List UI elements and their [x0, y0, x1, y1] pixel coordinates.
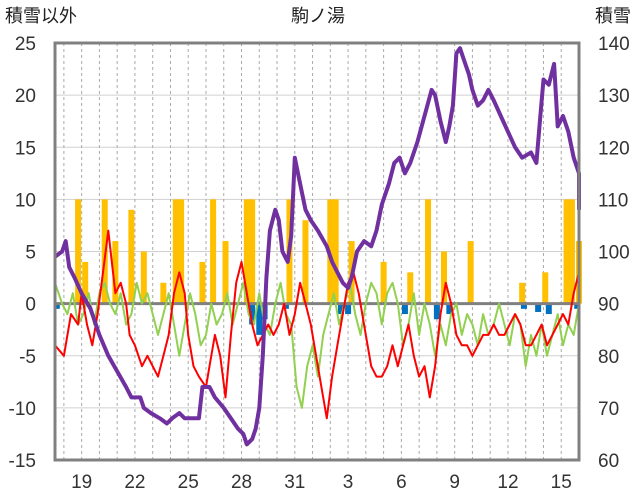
right-tick-label: 130: [598, 86, 630, 107]
bar-mark: [160, 282, 167, 304]
left-tick-label: 0: [25, 295, 36, 316]
bar-mark: [172, 199, 179, 304]
x-tick-label: 25: [178, 472, 199, 493]
bar-mark: [53, 303, 60, 309]
right-axis-label: 積雪: [595, 6, 631, 26]
bar-mark: [441, 251, 448, 304]
x-tick-label: 31: [284, 472, 305, 493]
x-tick-label: 12: [497, 472, 518, 493]
bar-mark: [199, 261, 206, 304]
bar-mark: [332, 199, 339, 304]
bar-mark: [222, 241, 229, 304]
x-tick-label: 19: [71, 472, 92, 493]
left-tick-label: -5: [19, 347, 36, 368]
right-tick-label: 70: [598, 399, 619, 420]
bar-mark: [256, 303, 263, 335]
bar-mark: [302, 220, 309, 304]
right-tick-label: 80: [598, 347, 619, 368]
bar-mark: [178, 199, 185, 304]
bar-mark: [446, 303, 453, 315]
bar-mark: [210, 199, 217, 304]
right-tick-label: 100: [598, 243, 630, 264]
left-axis-label: 積雪以外: [5, 6, 77, 26]
bar-mark: [467, 241, 474, 304]
bar-mark: [112, 241, 119, 304]
bar-mark: [574, 303, 581, 309]
series-line: [54, 281, 580, 409]
x-tick-label: 9: [449, 472, 460, 493]
bar-mark: [542, 272, 549, 304]
right-tick-label: 110: [598, 190, 628, 211]
series-line: [53, 46, 581, 447]
x-tick-label: 6: [396, 472, 407, 493]
x-tick-label: 3: [343, 472, 354, 493]
bar-mark: [140, 251, 147, 304]
bar-mark: [82, 261, 89, 304]
x-tick-label: 28: [231, 472, 252, 493]
left-tick-label: 25: [15, 34, 36, 55]
left-tick-label: -15: [9, 451, 36, 472]
right-tick-label: 120: [598, 138, 630, 159]
bar-mark: [128, 209, 135, 304]
right-tick-label: 140: [598, 34, 630, 55]
bar-mark: [249, 199, 256, 304]
plot-frame: [53, 41, 581, 462]
left-tick-label: 20: [15, 86, 36, 107]
bar-mark: [519, 282, 526, 304]
left-tick-label: 15: [15, 138, 36, 159]
right-tick-label: 60: [598, 451, 619, 472]
bar-mark: [520, 303, 527, 309]
x-tick-label: 15: [551, 472, 572, 493]
bar-mark: [401, 303, 408, 315]
bar-mark: [563, 199, 570, 304]
bar-mark: [249, 303, 256, 325]
bar-mark: [407, 272, 414, 304]
x-tick-label: 22: [124, 472, 145, 493]
chart-title: 駒ノ湯: [291, 6, 345, 26]
bar-mark: [433, 303, 440, 320]
bar-mark: [75, 199, 82, 304]
bar-mark: [545, 303, 552, 315]
left-tick-label: -10: [9, 399, 36, 420]
bar-mark: [568, 199, 575, 304]
bar-mark: [425, 199, 432, 304]
right-tick-label: 90: [598, 295, 619, 316]
bar-mark: [282, 303, 289, 309]
bar-mark: [345, 303, 352, 315]
tick-labels: -15 -10 -5 0 5 10 15 20 25 60 70 80 90 100 110 120 130 14…: [9, 34, 630, 493]
bar-mark: [337, 303, 344, 315]
left-tick-label: 10: [15, 190, 36, 211]
series-layer: [53, 46, 581, 447]
bar-mark: [380, 261, 387, 304]
bar-mark: [243, 199, 250, 304]
series-line: [54, 229, 580, 420]
left-tick-label: 5: [25, 243, 36, 264]
bar-mark: [535, 303, 542, 312]
